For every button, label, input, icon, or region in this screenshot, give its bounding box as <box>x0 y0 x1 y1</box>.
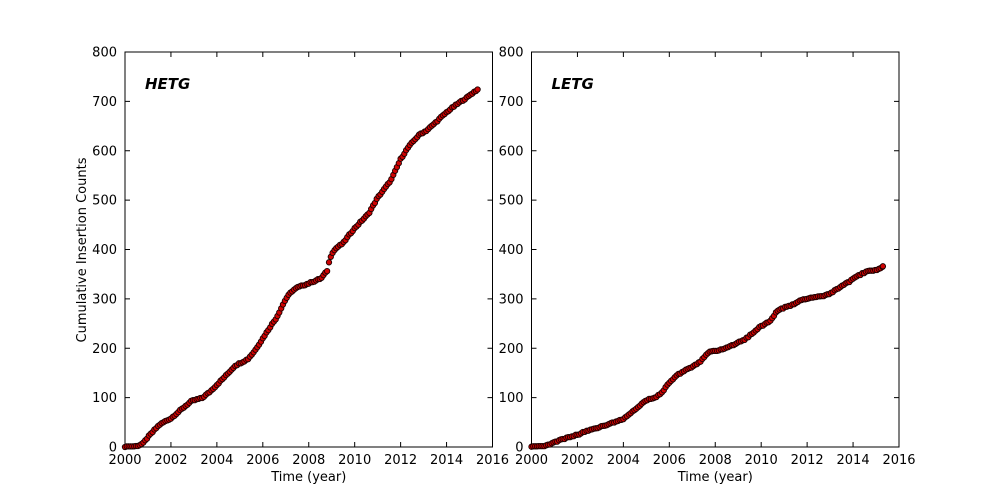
right-y-tick-label: 600 <box>499 144 524 159</box>
left-y-axis-label: Cumulative Insertion Counts <box>75 157 90 342</box>
left-x-tick-label: 2006 <box>246 453 279 468</box>
left-x-axis-label: Time (year) <box>270 470 346 485</box>
left-y-tick-label: 600 <box>92 144 117 159</box>
right-panel: 2000 2002 2004 2006 2008 2010 2012 2014 2016 0 100… <box>499 46 916 486</box>
right-x-tick-label: 2010 <box>745 453 778 468</box>
right-y-tick-label: 0 <box>515 441 523 456</box>
right-x-axis-label: Time (year) <box>677 470 753 485</box>
left-y-tick-label: 300 <box>92 292 117 307</box>
right-panel-title: LETG <box>552 75 594 93</box>
left-panel-title: HETG <box>145 75 190 93</box>
right-y-tick-label: 500 <box>499 194 524 209</box>
left-data-series <box>121 86 481 451</box>
right-x-tick-label: 2012 <box>791 453 824 468</box>
left-x-tick-label: 2004 <box>200 453 233 468</box>
right-x-tick-label: 2008 <box>699 453 732 468</box>
left-y-tick-label: 700 <box>92 95 117 110</box>
right-y-tick-label: 300 <box>499 292 524 307</box>
right-x-tick-label: 2016 <box>882 453 915 468</box>
left-y-ticks: 0 100 200 300 400 500 600 700 800 <box>92 46 493 456</box>
left-x-ticks: 2000 2002 2004 2006 2008 2010 2012 2014 2016 <box>108 52 509 468</box>
right-x-tick-label: 2002 <box>561 453 594 468</box>
right-axes-frame <box>531 51 900 448</box>
right-data-series <box>528 263 887 450</box>
right-y-ticks: 0 100 200 300 400 500 600 700 800 <box>499 46 899 456</box>
left-y-tick-label: 100 <box>92 391 117 406</box>
left-x-tick-label: 2014 <box>430 453 463 468</box>
right-y-tick-label: 700 <box>499 95 524 110</box>
right-y-tick-label: 100 <box>499 391 524 406</box>
right-y-tick-label: 200 <box>499 342 524 357</box>
right-x-ticks: 2000 2002 2004 2006 2008 2010 2012 2014 2016 <box>515 52 916 468</box>
left-panel: 2000 2002 2004 2006 2008 2010 2012 2014 2016 0 100… <box>75 46 509 486</box>
right-x-tick-label: 2006 <box>653 453 686 468</box>
left-x-tick-label: 2016 <box>476 453 509 468</box>
left-x-tick-label: 2008 <box>292 453 325 468</box>
left-x-tick-label: 2012 <box>384 453 417 468</box>
right-y-tick-label: 400 <box>499 243 524 258</box>
right-x-tick-label: 2014 <box>837 453 870 468</box>
left-y-tick-label: 0 <box>109 441 117 456</box>
left-y-tick-label: 200 <box>92 342 117 357</box>
left-y-tick-label: 800 <box>92 46 117 61</box>
left-x-tick-label: 2000 <box>108 453 141 468</box>
left-y-tick-label: 500 <box>92 194 117 209</box>
left-x-tick-label: 2002 <box>154 453 187 468</box>
right-x-tick-label: 2004 <box>607 453 640 468</box>
right-y-tick-label: 800 <box>499 46 524 61</box>
right-x-tick-label: 2000 <box>515 453 548 468</box>
left-y-tick-label: 400 <box>92 243 117 258</box>
left-axes-frame <box>124 51 493 448</box>
left-x-tick-label: 2010 <box>338 453 371 468</box>
